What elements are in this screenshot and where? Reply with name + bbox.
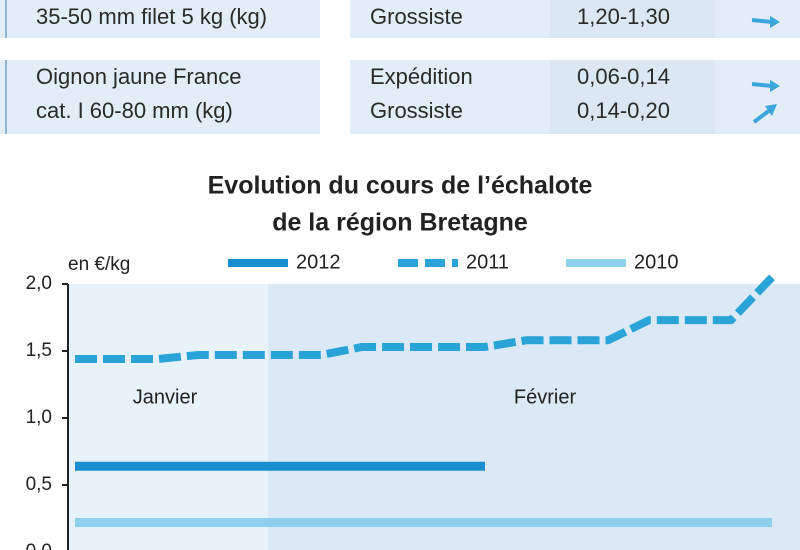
- y-axis-label: en €/kg: [68, 254, 130, 275]
- chart-title: de la région Bretagne: [272, 209, 528, 237]
- y-tick-label: 1,0: [26, 407, 52, 428]
- stage: Grossiste: [370, 4, 463, 29]
- annotation: Janvier: [133, 386, 198, 408]
- product: Oignon jaune France: [36, 64, 242, 89]
- product: cat. I 60-80 mm (kg): [36, 98, 233, 123]
- annotation: Février: [514, 386, 577, 408]
- legend-label: 2011: [466, 251, 509, 273]
- y-tick-label: 2,0: [26, 273, 52, 294]
- stage: Expédition: [370, 64, 473, 89]
- legend-label: 2010: [634, 251, 679, 273]
- line-series: [75, 274, 775, 364]
- chart-title: Evolution du cours de l’échalote: [208, 172, 593, 200]
- y-tick-label: 1,5: [26, 340, 52, 361]
- product: 35-50 mm filet 5 kg (kg): [36, 4, 268, 29]
- price: 1,20-1,30: [577, 4, 670, 29]
- stage: Grossiste: [370, 98, 463, 123]
- price-column: [550, 0, 715, 134]
- y-tick-label: 0,0: [26, 541, 52, 550]
- price: 0,06-0,14: [577, 64, 670, 89]
- y-tick-label: 0,5: [26, 474, 52, 495]
- price: 0,14-0,20: [577, 98, 670, 123]
- price-table: 35-50 mm filet 5 kg (kg) Grossiste 1,20-…: [0, 0, 800, 134]
- legend-label: 2012: [296, 251, 341, 273]
- row-separator: [0, 38, 800, 60]
- trend-arrows: [751, 16, 780, 124]
- table-border: [5, 0, 7, 134]
- month-band: [268, 284, 800, 550]
- column-gap: [320, 0, 350, 134]
